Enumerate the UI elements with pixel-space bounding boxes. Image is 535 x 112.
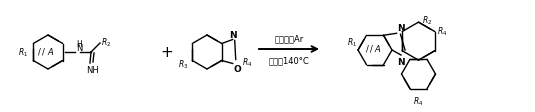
Text: $R_3$: $R_3$ [178, 58, 188, 70]
Text: $R_4$: $R_4$ [437, 25, 447, 38]
Text: 催化剂，Ar: 催化剂，Ar [274, 34, 304, 43]
Text: N: N [76, 44, 82, 53]
Text: $R_4$: $R_4$ [242, 56, 252, 68]
Text: $R_1$: $R_1$ [347, 36, 357, 48]
Text: $A$: $A$ [47, 46, 55, 57]
Text: H: H [76, 40, 82, 49]
Text: /: / [37, 47, 41, 56]
Text: NH: NH [86, 65, 98, 74]
Text: /: / [370, 44, 372, 53]
Text: O: O [234, 65, 241, 74]
Text: /: / [42, 47, 44, 56]
Text: 溶剂，140°C: 溶剂，140°C [269, 56, 309, 64]
Text: $A$: $A$ [374, 43, 382, 54]
Text: N: N [398, 24, 405, 33]
Text: $R_2$: $R_2$ [422, 15, 432, 27]
Text: $R_4$: $R_4$ [414, 94, 424, 107]
Text: $R_1$: $R_1$ [18, 46, 28, 59]
Text: +: + [160, 45, 173, 60]
Text: N: N [397, 57, 405, 66]
Text: /: / [365, 44, 369, 53]
Text: $R_2$: $R_2$ [101, 36, 111, 49]
Text: N: N [229, 30, 236, 39]
